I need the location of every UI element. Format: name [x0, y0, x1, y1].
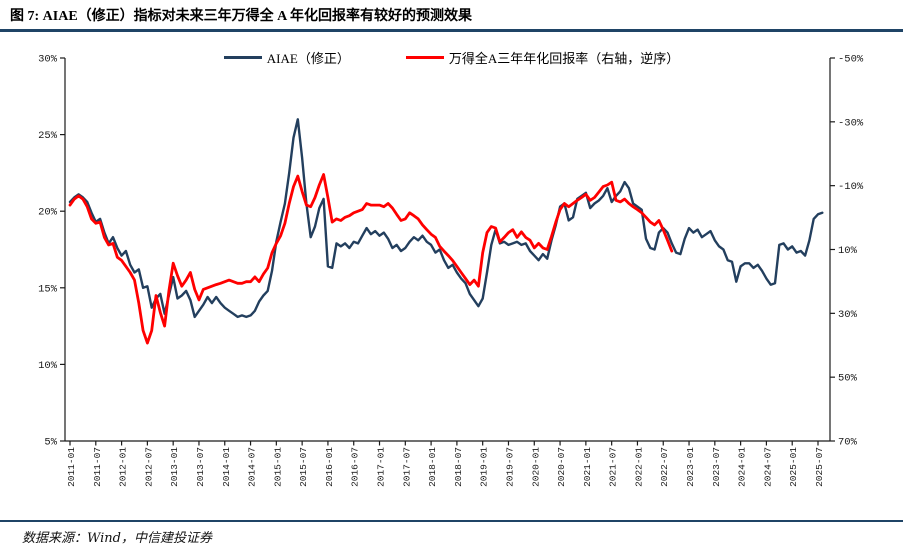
x-axis-tick-label: 2019-07 [504, 447, 515, 487]
title-divider [0, 29, 903, 32]
legend-item-aiae: AIAE（修正） [223, 48, 350, 67]
x-axis-tick-label: 2016-01 [324, 447, 335, 487]
x-axis-tick-label: 2015-01 [272, 447, 283, 487]
x-axis-tick-label: 2021-07 [608, 447, 619, 487]
right-axis-tick-label: -10% [838, 181, 864, 193]
footer-divider [0, 520, 903, 522]
x-axis-tick-label: 2022-07 [659, 447, 670, 487]
x-axis-tick-label: 2017-07 [401, 447, 412, 487]
data-source-note: 数据来源：Wind，中信建投证券 [22, 531, 212, 546]
x-axis-tick-label: 2023-01 [685, 447, 696, 487]
left-axis-tick-label: 5% [44, 437, 57, 449]
right-axis-tick-label: 70% [838, 437, 858, 449]
x-axis-tick-label: 2025-01 [788, 447, 799, 487]
left-axis-tick-label: 10% [38, 360, 58, 372]
chart-legend: AIAE（修正） 万得全A三年年化回报率（右轴，逆序） [0, 48, 903, 67]
return-line [68, 173, 674, 345]
legend-label-aiae: AIAE（修正） [266, 51, 350, 66]
x-axis-tick-label: 2020-07 [556, 447, 567, 487]
x-axis-tick-label: 2025-07 [814, 447, 825, 487]
x-axis-tick-label: 2013-01 [169, 447, 180, 487]
right-axis-tick-label: 30% [838, 309, 858, 321]
right-axis-tick-label: -30% [838, 117, 864, 129]
legend-label-return: 万得全A三年年化回报率（右轴，逆序） [448, 51, 680, 66]
x-axis-tick-label: 2011-01 [66, 447, 77, 487]
x-axis-tick-label: 2011-07 [92, 447, 103, 487]
figure-title: 图 7: AIAE（修正）指标对未来三年万得全 A 年化回报率有较好的预测效果 [10, 9, 473, 24]
return-line-swatch [405, 56, 444, 59]
x-axis-tick-label: 2021-01 [582, 447, 593, 487]
x-axis-tick-label: 2015-07 [298, 447, 309, 487]
x-axis-tick-label: 2014-07 [247, 447, 258, 487]
x-axis-tick-label: 2022-01 [633, 447, 644, 487]
x-axis-tick-label: 2024-07 [762, 447, 773, 487]
right-axis-tick-label: 10% [838, 245, 858, 257]
right-axis-tick-label: -50% [838, 54, 864, 66]
left-axis-tick-label: 25% [38, 130, 58, 142]
x-axis-tick-label: 2018-07 [453, 447, 464, 487]
x-axis-tick-label: 2014-01 [221, 447, 232, 487]
left-axis-tick-label: 30% [38, 54, 58, 66]
legend-item-return: 万得全A三年年化回报率（右轴，逆序） [405, 48, 680, 67]
left-axis-tick-label: 15% [38, 283, 58, 295]
x-axis-tick-label: 2017-01 [376, 447, 387, 487]
aiae-line-swatch [223, 56, 262, 59]
x-axis-tick-label: 2024-01 [737, 447, 748, 487]
x-axis-tick-label: 2023-07 [711, 447, 722, 487]
x-axis-tick-label: 2016-07 [350, 447, 361, 487]
x-axis-tick-label: 2020-01 [530, 447, 541, 487]
x-axis-tick-label: 2012-01 [118, 447, 129, 487]
right-axis-tick-label: 50% [838, 373, 858, 385]
left-axis-tick-label: 20% [38, 207, 58, 219]
x-axis-tick-label: 2019-01 [479, 447, 490, 487]
x-axis-tick-label: 2018-01 [427, 447, 438, 487]
x-axis-tick-label: 2013-07 [195, 447, 206, 487]
x-axis-tick-label: 2012-07 [143, 447, 154, 487]
aiae-line [68, 118, 824, 319]
